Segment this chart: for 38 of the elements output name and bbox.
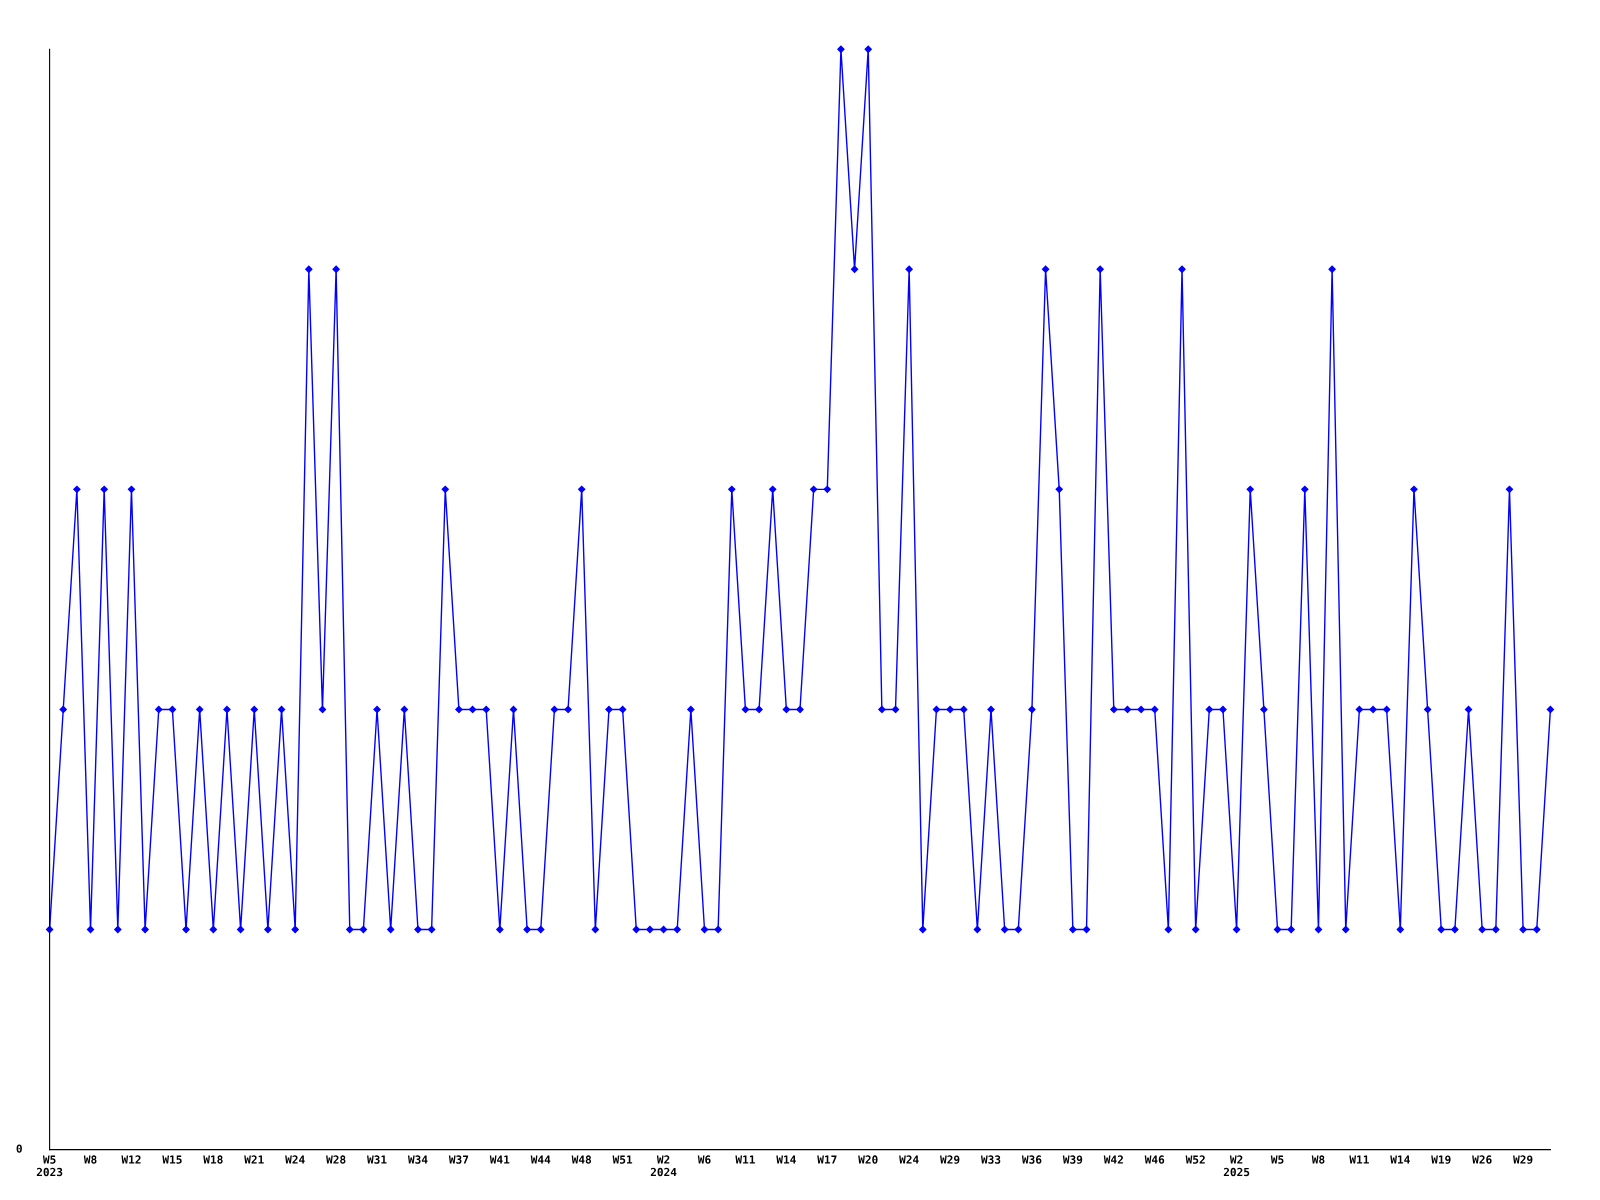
- x-tick-label: W8: [1311, 1155, 1325, 1164]
- x-tick-label: W33: [980, 1155, 1001, 1164]
- x-tick-label: W19: [1431, 1155, 1451, 1164]
- x-tick-label: W42: [1103, 1155, 1123, 1164]
- text: 0: [16, 1144, 22, 1153]
- x-tick-label: W14: [1390, 1155, 1410, 1164]
- x-tick-label: W26: [1472, 1155, 1492, 1164]
- x-tick-label: W29: [1513, 1155, 1533, 1164]
- x-tick-label: W28: [326, 1155, 346, 1164]
- x-tick-label: W2 2025: [1223, 1155, 1250, 1177]
- x-tick-label: W11: [1349, 1155, 1369, 1164]
- x-tick-label: W8: [83, 1155, 97, 1164]
- x-tick-label: W11: [735, 1155, 755, 1164]
- x-tick-label: W34: [407, 1155, 428, 1164]
- x-tick-label: W44: [530, 1155, 551, 1164]
- x-tick-label: W2 2024: [650, 1155, 677, 1177]
- x-tick-label: W12: [121, 1155, 141, 1164]
- x-tick-label: W14: [776, 1155, 796, 1164]
- x-tick-label: W21: [244, 1155, 264, 1164]
- x-tick-label: W31: [367, 1155, 387, 1164]
- x-tick-label: W51: [612, 1155, 633, 1164]
- x-tick-label: W24: [899, 1155, 919, 1164]
- x-tick-label: W37: [448, 1155, 469, 1164]
- x-tick-label: W6: [697, 1155, 711, 1164]
- x-tick-label: W24: [285, 1155, 305, 1164]
- x-tick-label: W17: [817, 1155, 837, 1164]
- x-tick-label: W5: [1270, 1155, 1284, 1164]
- x-tick-label: W52: [1185, 1155, 1205, 1164]
- x-tick-label: W48: [571, 1155, 592, 1164]
- x-tick-label: W18: [203, 1155, 223, 1164]
- x-tick-label: W39: [1062, 1155, 1083, 1164]
- x-tick-label: W41: [489, 1155, 510, 1164]
- x-tick-label: W36: [1021, 1155, 1042, 1164]
- x-tick-label: W29: [940, 1155, 960, 1164]
- x-tick-label: W5 2023: [36, 1155, 63, 1177]
- x-tick-label: W15: [162, 1155, 182, 1164]
- x-tick-label: W46: [1144, 1155, 1165, 1164]
- x-tick-label: W20: [858, 1155, 878, 1164]
